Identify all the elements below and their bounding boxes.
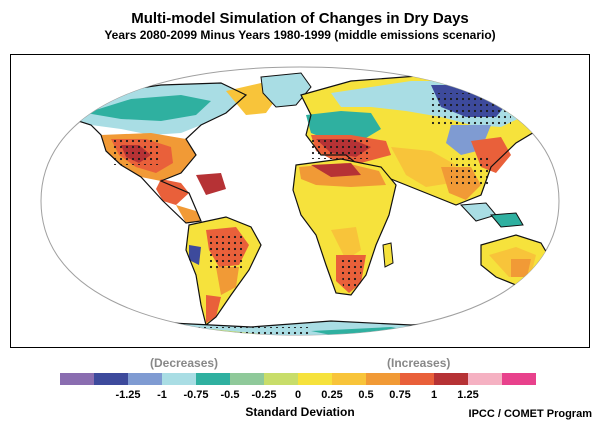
color-scale-bar [60,373,536,385]
color-swatch-7 [298,373,332,385]
scale-tick-label: 1 [430,389,438,401]
color-swatch-8 [332,373,366,385]
scale-tick-label: 0.25 [321,389,343,401]
scale-tick-label: -1.25 [115,389,141,401]
color-swatch-0 [60,373,94,385]
color-swatch-11 [434,373,468,385]
color-swatch-3 [162,373,196,385]
color-swatch-6 [264,373,298,385]
color-swatch-10 [400,373,434,385]
antarctica [71,320,551,335]
maritime-southeast-asia [459,202,524,228]
color-swatch-1 [94,373,128,385]
scale-tick-label: 0.75 [389,389,411,401]
world-map [40,66,560,336]
chart-subtitle: Years 2080-2099 Minus Years 1980-1999 (m… [104,28,496,42]
color-swatch-13 [502,373,536,385]
map-frame [10,54,590,348]
color-swatch-5 [230,373,264,385]
decreases-label: (Decreases) [150,356,219,370]
increases-label: (Increases) [387,356,451,370]
scale-tick-label: -0.5 [220,389,240,401]
chart-title: Multi-model Simulation of Changes in Dry… [131,10,469,27]
source-credit: IPCC / COMET Program [468,408,592,420]
scale-tick-label: -0.25 [251,389,277,401]
scale-tick-label: -0.75 [183,389,209,401]
color-swatch-9 [366,373,400,385]
eurasia [300,74,552,206]
africa [292,158,397,296]
color-swatch-4 [196,373,230,385]
south-america [185,216,262,327]
greenland [260,72,312,108]
scale-tick-label: 0 [294,389,302,401]
scale-tick-label: -1 [157,389,167,401]
color-swatch-2 [128,373,162,385]
color-swatch-12 [468,373,502,385]
scale-tick-label: 1.25 [457,389,479,401]
scale-tick-label: 0.5 [358,389,374,401]
scale-unit-label: Standard Deviation [245,405,355,419]
